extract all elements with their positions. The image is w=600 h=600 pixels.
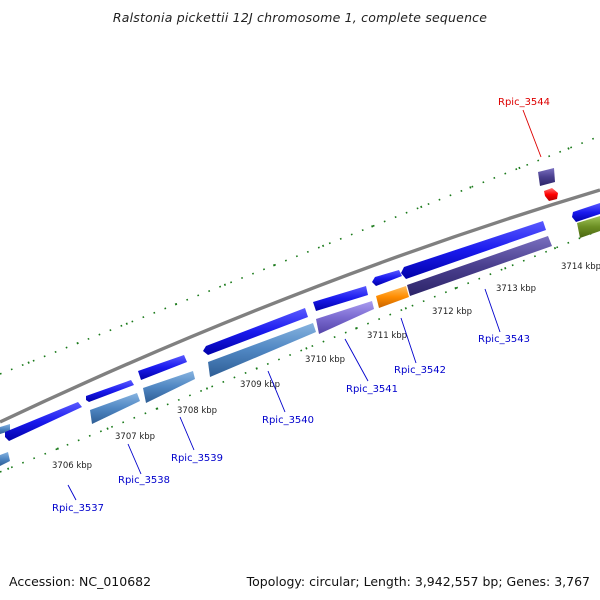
- cog-block[interactable]: [0, 452, 10, 466]
- cog-block[interactable]: [407, 236, 552, 296]
- cog-block[interactable]: [90, 393, 140, 424]
- map-title: Ralstonia pickettii 12J chromosome 1, co…: [112, 10, 488, 25]
- leader-line: [484, 288, 501, 333]
- gene-rpic-3544-block[interactable]: [538, 168, 555, 186]
- rna-red-feature[interactable]: [544, 188, 558, 201]
- leader-line: [400, 317, 417, 364]
- tick-label: 3706 kbp: [52, 461, 92, 471]
- gene-label-rpic-3538[interactable]: Rpic_3538: [118, 475, 170, 486]
- gene-label-rpic-3539[interactable]: Rpic_3539: [171, 453, 223, 464]
- tick-label: 3710 kbp: [305, 355, 345, 365]
- cds-arrow[interactable]: [401, 221, 546, 279]
- leader-line: [267, 370, 286, 413]
- leader-line: [67, 484, 77, 501]
- cog-block[interactable]: [376, 286, 409, 308]
- gene-label-rpic-3540[interactable]: Rpic_3540: [262, 415, 314, 426]
- gene-label-rpic-3541[interactable]: Rpic_3541: [346, 384, 398, 395]
- cog-block[interactable]: [143, 371, 195, 403]
- gene-labels: Rpic_3537 Rpic_3538 Rpic_3539 Rpic_3540 …: [52, 97, 550, 514]
- outer-tick-ring: [0, 135, 600, 375]
- cds-arrow[interactable]: [138, 355, 187, 380]
- cds-track: [0, 203, 600, 441]
- inner-dotted-arc: [0, 229, 600, 473]
- inner-tick-ring: [0, 229, 600, 473]
- gene-label-rpic-3544[interactable]: Rpic_3544: [498, 97, 550, 108]
- genome-backbone: [0, 188, 600, 424]
- leader-line: [179, 416, 195, 451]
- gene-label-rpic-3543[interactable]: Rpic_3543: [478, 334, 530, 345]
- tick-label: 3708 kbp: [177, 406, 217, 416]
- gene-label-rpic-3542[interactable]: Rpic_3542: [394, 365, 446, 376]
- tick-label: 3713 kbp: [496, 284, 536, 294]
- cds-arrow[interactable]: [86, 380, 134, 402]
- tick-label: 3707 kbp: [115, 432, 155, 442]
- cds-arrow[interactable]: [313, 286, 368, 311]
- cog-block[interactable]: [316, 301, 374, 334]
- tick-labels: 3706 kbp 3707 kbp 3708 kbp 3709 kbp 3710…: [52, 262, 600, 471]
- cds-arrow[interactable]: [572, 203, 600, 222]
- cds-arrow[interactable]: [203, 308, 308, 355]
- cog-block[interactable]: [208, 323, 316, 377]
- topology-text: Topology: circular; Length: 3,942,557 bp…: [246, 574, 590, 589]
- tick-label: 3711 kbp: [367, 331, 407, 341]
- cds-arrow[interactable]: [5, 402, 82, 441]
- accession-text: Accession: NC_010682: [9, 574, 152, 589]
- leader-lines: [67, 109, 542, 501]
- leader-line: [344, 338, 369, 382]
- tick-label: 3712 kbp: [432, 307, 472, 317]
- cog-track: [0, 216, 600, 466]
- outer-dotted-arc: [0, 135, 600, 375]
- tick-label: 3714 kbp: [561, 262, 600, 272]
- cog-block[interactable]: [577, 216, 600, 238]
- leader-line: [522, 109, 542, 158]
- leader-line: [127, 443, 142, 475]
- cds-arrow[interactable]: [372, 270, 402, 286]
- tick-label: 3709 kbp: [240, 380, 280, 390]
- gene-label-rpic-3537[interactable]: Rpic_3537: [52, 503, 104, 514]
